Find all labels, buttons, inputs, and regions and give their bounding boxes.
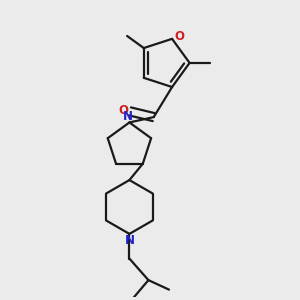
Text: N: N [123,110,133,123]
Text: O: O [118,104,129,117]
Text: O: O [174,30,184,43]
Text: N: N [124,234,134,248]
